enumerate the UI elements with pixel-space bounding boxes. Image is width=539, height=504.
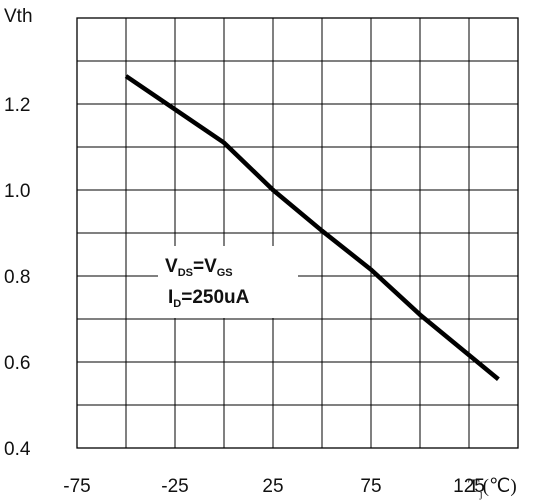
annotation-vds-vgs: VDS=VGS [165,256,233,279]
x-tick-label: 125 [453,476,485,497]
y-tick-label: 1.0 [4,181,30,202]
grid [77,18,518,448]
x-tick-label: 75 [360,476,381,497]
y-tick-label: 1.2 [4,95,30,116]
y-tick-label: 0.8 [4,267,30,288]
annotation-background [158,246,298,318]
y-tick-label: 0.4 [4,439,31,460]
series-line [124,74,500,381]
y-tick-label: 0.6 [4,353,30,374]
y-axis-label: Vth [4,6,33,27]
x-axis-label: Tj(℃) [468,476,517,500]
x-tick-label: 25 [262,476,283,497]
annotation-id-current: ID=250uA [168,287,250,310]
x-tick-labels: -75 -25 25 75 125 [63,476,485,497]
plot-frame [76,17,519,449]
x-tick-label: -75 [63,476,90,497]
y-tick-labels: 0.4 0.6 0.8 1.0 1.2 [4,95,31,460]
x-tick-label: -25 [161,476,188,497]
